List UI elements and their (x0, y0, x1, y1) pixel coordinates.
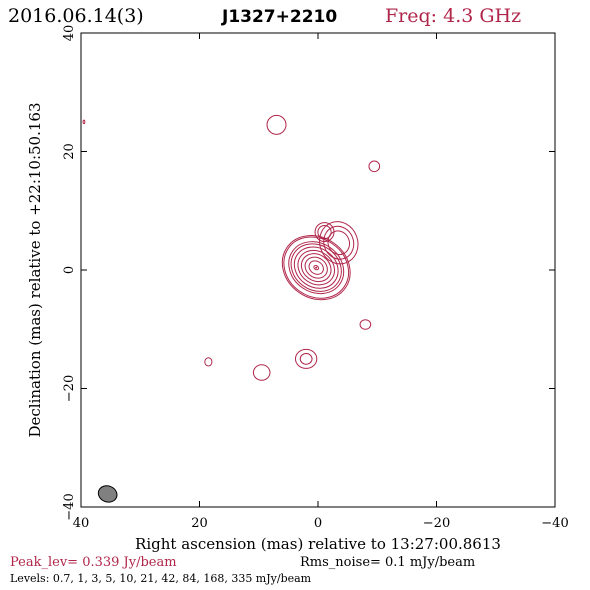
core-contour (297, 249, 335, 286)
core-contour (283, 236, 350, 299)
jet-knot-contour (317, 224, 332, 240)
frequency-label: Freq: 4.3 GHz (385, 5, 521, 27)
beam-ellipse (97, 485, 118, 503)
observation-date: 2016.06.14(3) (8, 5, 144, 27)
core-contour (304, 256, 328, 279)
x-tick-label: 40 (73, 516, 90, 531)
component-contour (359, 319, 372, 330)
y-tick-label: −20 (62, 375, 77, 402)
core-contour (288, 241, 345, 295)
component-contour (368, 160, 381, 173)
x-tick-label: −20 (423, 516, 450, 531)
contour-levels: Levels: 0.7, 1, 3, 5, 10, 21, 42, 84, 16… (10, 572, 312, 585)
peak-level: Peak_lev= 0.339 Jy/beam (10, 555, 177, 570)
component-contour (252, 364, 271, 381)
axis-ticks: 40 20 0 −20 −40 −40 −20 0 20 40 (62, 25, 569, 531)
core-contour (313, 264, 320, 271)
jet-contour (318, 221, 359, 265)
beam-layer (97, 485, 118, 503)
jet-contour (327, 230, 351, 256)
component-contour (294, 348, 318, 369)
x-axis-label: Right ascension (mas) relative to 13:27:… (135, 535, 501, 553)
x-tick-label: 0 (314, 516, 322, 531)
rms-noise: Rms_noise= 0.1 mJy/beam (300, 555, 475, 570)
component-contour (266, 114, 287, 135)
x-tick-label: 20 (191, 516, 208, 531)
y-tick-label: −40 (62, 493, 77, 520)
y-axis-label: Declination (mas) relative to +22:10:50.… (26, 102, 44, 437)
component-contour (204, 357, 213, 367)
core-contour (281, 235, 351, 301)
core-contour (308, 260, 324, 275)
x-tick-label: −40 (541, 516, 568, 531)
component-contour (82, 119, 86, 125)
core-contour (300, 253, 332, 283)
source-name: J1327+2210 (221, 7, 337, 27)
peak-marker (315, 266, 318, 269)
jet-knot-contour (314, 222, 335, 243)
y-tick-label: 40 (62, 25, 77, 42)
core-contour (290, 243, 342, 292)
y-tick-label: 20 (62, 143, 77, 160)
jet-contour (323, 225, 355, 260)
component-contour (299, 353, 313, 365)
contour-layer (82, 114, 381, 381)
y-tick-label: 0 (62, 266, 77, 274)
